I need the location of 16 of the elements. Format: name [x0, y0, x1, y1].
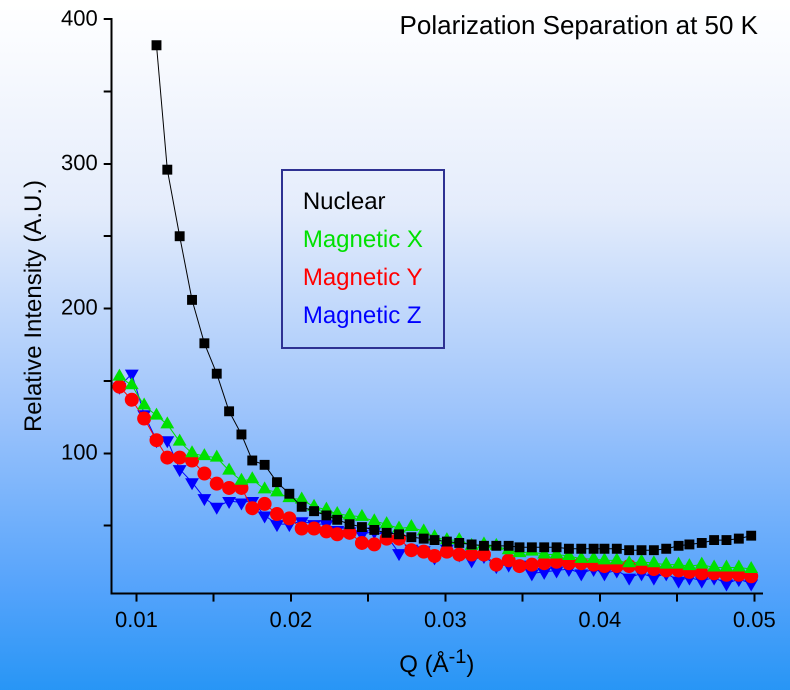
x-tick-label: 0.04 [578, 606, 622, 632]
x-tick-label: 0.02 [269, 606, 312, 632]
x-axis-title: Q (Å$^{-1}$) [399, 646, 474, 679]
x-tick-label: 0.05 [732, 606, 776, 632]
y-tick-label: 300 [60, 150, 98, 175]
y-tick-label: 400 [60, 5, 98, 30]
chart-title: Polarization Separation at 50 K [400, 10, 759, 40]
text: Magnetic X [302, 224, 423, 255]
text: Nuclear [302, 186, 387, 217]
text: Magnetic Z [302, 300, 423, 331]
text: Magnetic Y [302, 262, 423, 293]
y-tick-label: 100 [60, 439, 98, 464]
y-axis-title: Relative Intensity (A.U.) [20, 180, 48, 432]
x-tick-label: 0.03 [424, 606, 467, 632]
y-tick-label: 200 [60, 294, 98, 320]
x-tick-label: 0.01 [115, 606, 158, 632]
